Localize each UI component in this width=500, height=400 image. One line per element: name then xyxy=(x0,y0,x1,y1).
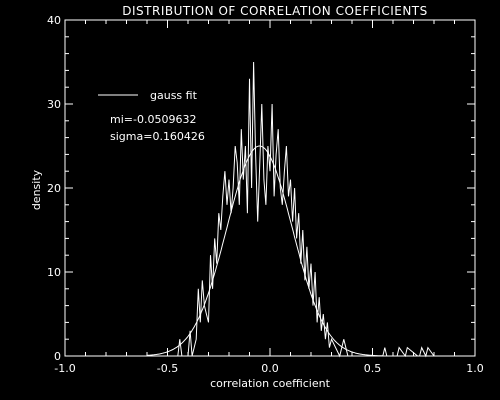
legend: gauss fit mi=-0.0509632 sigma=0.160426 xyxy=(98,89,205,143)
legend-entry: gauss fit xyxy=(150,89,198,102)
x-tick-label: 0.0 xyxy=(261,362,279,375)
y-tick-label: 10 xyxy=(47,266,61,279)
y-tick-labels: 0 10 20 30 40 xyxy=(47,14,61,363)
histogram-line xyxy=(147,61,435,358)
y-axis-label: density xyxy=(30,169,43,210)
gauss-fit-curve xyxy=(146,145,383,357)
x-tick-label: -0.5 xyxy=(157,362,178,375)
y-tick-label: 0 xyxy=(54,350,61,363)
x-tick-label: 1.0 xyxy=(466,362,484,375)
axis-ticks xyxy=(64,19,476,357)
y-tick-label: 30 xyxy=(47,98,61,111)
legend-stat-sigma: sigma=0.160426 xyxy=(110,130,205,143)
x-axis-label: correlation coefficient xyxy=(210,377,331,390)
y-tick-label: 20 xyxy=(47,182,61,195)
x-tick-label: 0.5 xyxy=(364,362,382,375)
x-tick-label: -1.0 xyxy=(54,362,75,375)
y-tick-label: 40 xyxy=(47,14,61,27)
legend-stat-mean: mi=-0.0509632 xyxy=(110,113,196,126)
chart-title: DISTRIBUTION OF CORRELATION COEFFICIENTS xyxy=(122,4,428,18)
plot-frame xyxy=(64,19,476,357)
x-tick-labels: -1.0 -0.5 0.0 0.5 1.0 xyxy=(54,362,483,375)
